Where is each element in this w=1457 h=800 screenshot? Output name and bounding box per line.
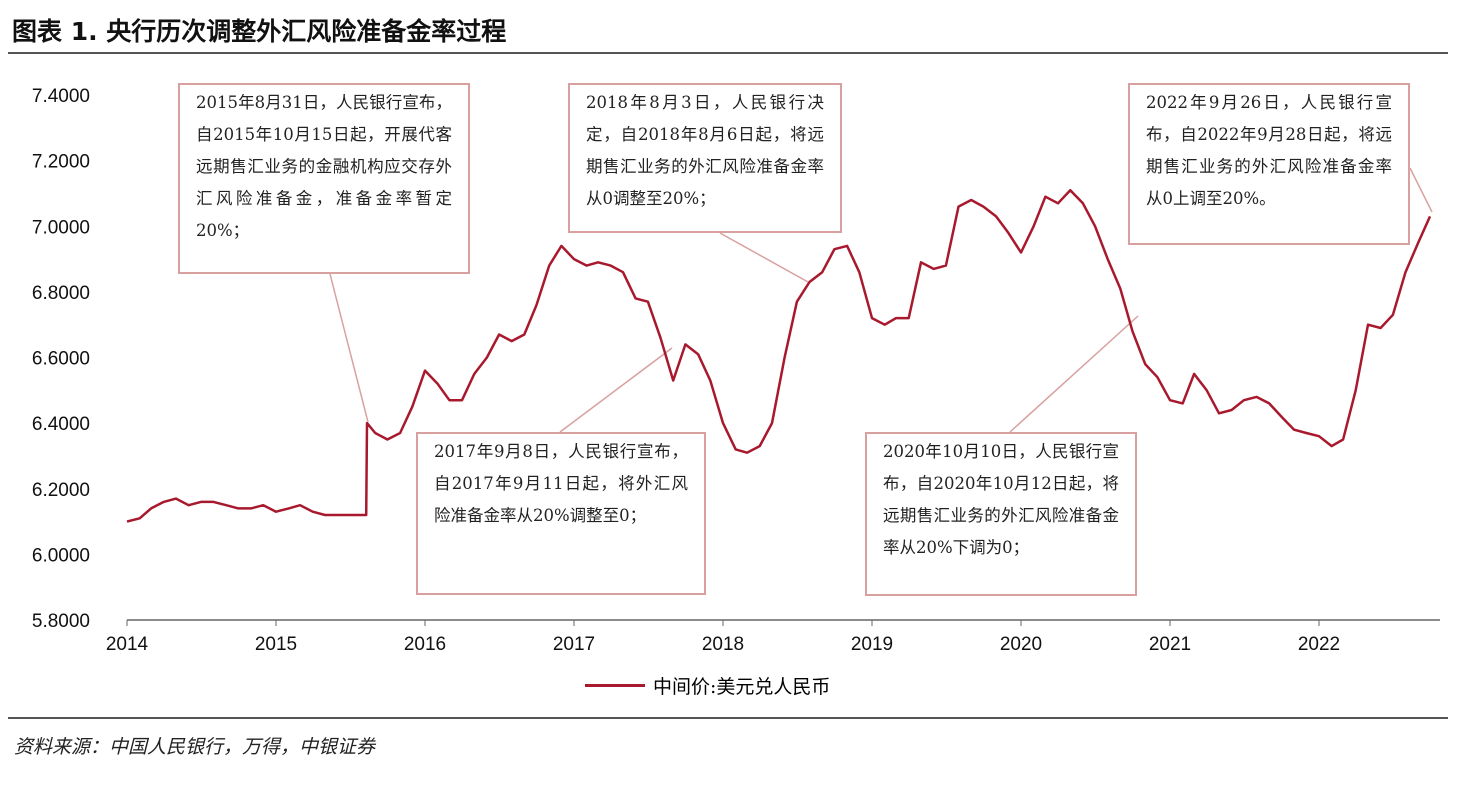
series-line-usd-cny xyxy=(126,188,1432,523)
y-tick-label: 7.4000 xyxy=(32,86,90,107)
x-tick-label: 2019 xyxy=(851,634,893,655)
y-tick-label: 6.4000 xyxy=(32,414,90,435)
x-tick-label: 2018 xyxy=(702,634,744,655)
x-tick-label: 2017 xyxy=(553,634,595,655)
footer-divider xyxy=(8,717,1448,719)
annotation-2017: 2017年9月8日，人民银行宣布，自2017年9月11日起，将外汇风险准备金率从… xyxy=(416,432,706,595)
y-tick-label: 6.8000 xyxy=(32,283,90,304)
x-tick-label: 2016 xyxy=(404,634,446,655)
annotation-2018: 2018年8月3日，人民银行决定，自2018年8月6日起，将远期售汇业务的外汇风… xyxy=(568,83,842,233)
annotation-connector xyxy=(1409,167,1433,213)
x-tick-label: 2021 xyxy=(1149,634,1191,655)
annotation-connector xyxy=(719,232,809,283)
legend: 中间价:美元兑人民币 xyxy=(585,672,830,699)
chart-svg: 7.4000 7.2000 7.0000 6.8000 6.6000 6.4000 6.20… xyxy=(32,86,1440,655)
legend-label: 中间价:美元兑人民币 xyxy=(653,676,831,698)
y-tick-label: 6.2000 xyxy=(32,480,90,501)
source-note: 资料来源：中国人民银行，万得，中银证券 xyxy=(14,736,376,758)
title-divider xyxy=(8,52,1448,54)
x-tick-label: 2022 xyxy=(1298,634,1340,655)
chart-title: 图表 1. 央行历次调整外汇风险准备金率过程 xyxy=(12,17,507,46)
x-tick-label: 2014 xyxy=(106,634,149,655)
annotation-connector xyxy=(559,347,673,433)
annotation-connector xyxy=(1009,315,1139,433)
annotation-2015: 2015年8月31日，人民银行宣布，自2015年10月15日起，开展代客远期售汇… xyxy=(178,83,470,274)
legend-swatch xyxy=(585,684,645,687)
y-tick-label: 6.6000 xyxy=(32,349,90,370)
annotation-2020: 2020年10月10日，人民银行宣布，自2020年10月12日起，将远期售汇业务… xyxy=(865,432,1137,596)
y-tick-label: 7.2000 xyxy=(32,152,90,173)
y-tick-label: 6.0000 xyxy=(32,545,90,566)
annotation-connector xyxy=(329,273,369,423)
y-tick-label: 7.0000 xyxy=(32,217,90,238)
x-tick-label: 2020 xyxy=(1000,634,1042,655)
annotation-2022: 2022年9月26日，人民银行宣布，自2022年9月28日起，将远期售汇业务的外… xyxy=(1128,83,1410,245)
y-tick-label: 5.8000 xyxy=(32,611,90,632)
x-tick-label: 2015 xyxy=(255,634,297,655)
